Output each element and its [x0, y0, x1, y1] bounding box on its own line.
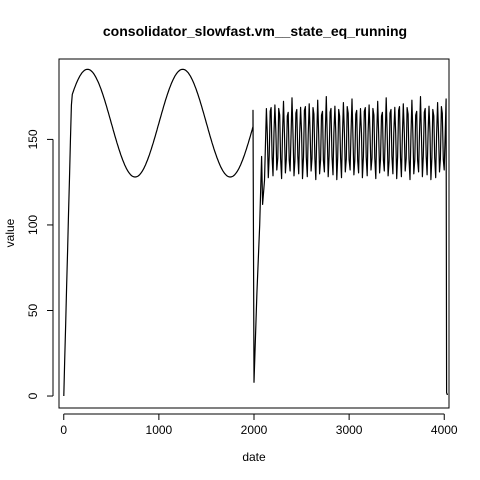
series-line	[63, 68, 448, 397]
x-tick-label: 4000	[431, 423, 458, 437]
x-tick-label: 3000	[336, 423, 363, 437]
chart-title: consolidator_slowfast.vm__state_eq_runni…	[103, 23, 407, 39]
y-axis: 0 50 100 150	[26, 129, 54, 399]
y-tick-label: 100	[26, 215, 40, 235]
x-tick-label: 2000	[241, 423, 268, 437]
y-tick-label: 150	[26, 129, 40, 149]
y-axis-label: value	[3, 218, 17, 247]
y-tick-label: 0	[26, 392, 40, 399]
x-axis-label: date	[242, 450, 266, 464]
x-axis: 0 1000 2000 3000 4000	[60, 413, 458, 437]
y-tick-label: 50	[26, 303, 40, 317]
x-tick-label: 1000	[146, 423, 173, 437]
plot-frame	[58, 58, 450, 409]
x-tick-label: 0	[60, 423, 67, 437]
